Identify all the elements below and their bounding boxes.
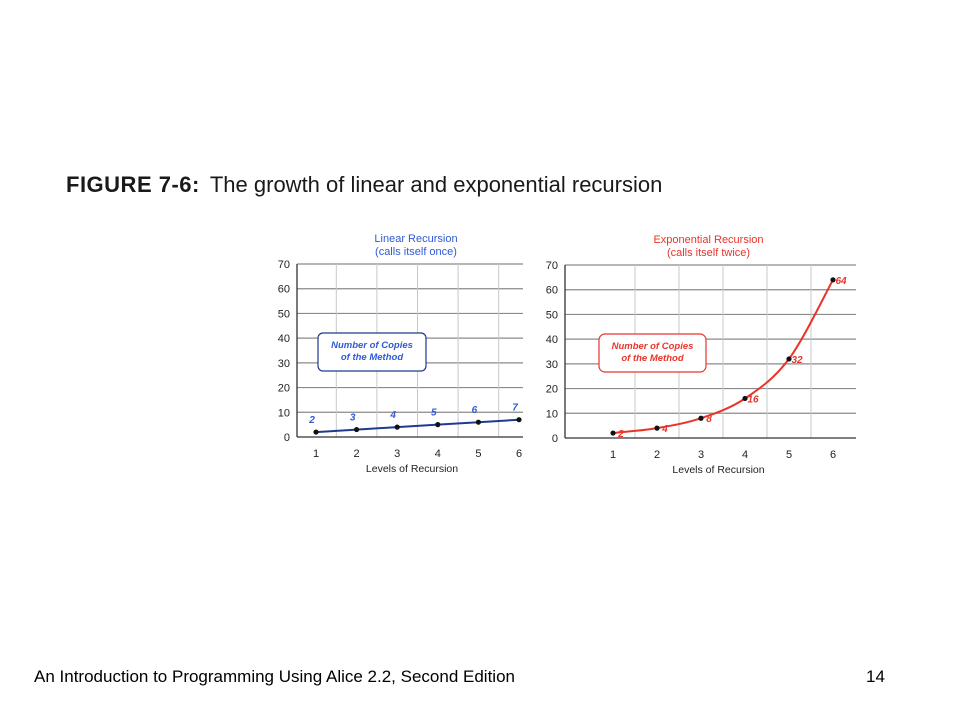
data-point <box>354 426 360 433</box>
data-label: 16 <box>747 394 759 405</box>
x-axis-label: Levels of Recursion <box>366 463 458 475</box>
data-point <box>394 424 400 430</box>
y-tick-label: 0 <box>284 432 290 444</box>
data-point <box>742 395 748 402</box>
y-tick-label: 40 <box>546 334 558 346</box>
y-tick-label: 20 <box>278 383 290 395</box>
series-line <box>315 418 520 434</box>
data-label: 3 <box>350 413 356 424</box>
y-tick-label: 30 <box>546 359 558 371</box>
y-tick-label: 60 <box>278 284 290 296</box>
y-tick-label: 50 <box>278 308 290 320</box>
data-label: 5 <box>431 408 437 419</box>
x-tick-label: 6 <box>830 449 836 461</box>
data-label: 8 <box>706 414 712 425</box>
y-tick-label: 50 <box>546 309 558 321</box>
data-label: 6 <box>472 405 478 416</box>
x-tick-label: 3 <box>698 449 704 461</box>
y-tick-label: 70 <box>278 259 290 271</box>
y-tick-label: 40 <box>278 333 290 345</box>
x-tick-label: 3 <box>394 448 400 460</box>
x-tick-label: 5 <box>786 449 792 461</box>
annotation-box <box>598 333 707 373</box>
data-point <box>654 425 660 431</box>
figure-label: FIGURE 7-6: <box>66 172 200 197</box>
figure-caption: The growth of linear and exponential rec… <box>209 172 663 197</box>
x-axis-label: Levels of Recursion <box>672 464 764 476</box>
figure-title: FIGURE 7-6: The growth of linear and expo… <box>66 172 662 198</box>
x-tick-label: 2 <box>354 448 360 460</box>
data-point <box>786 356 792 362</box>
x-tick-label: 4 <box>435 448 441 460</box>
annotation-text: Number of Copies <box>331 340 413 351</box>
chart-linear: 0 10 20 30 40 50 60 70 1 2 3 4 5 6 Levels of Recursion… <box>278 233 523 475</box>
data-label: 7 <box>512 403 518 414</box>
y-tick-label: 70 <box>546 260 558 272</box>
x-tick-label: 5 <box>475 448 481 460</box>
annotation-text: of the Method <box>621 353 683 364</box>
annotation-box <box>317 332 427 372</box>
data-point <box>475 419 481 425</box>
y-tick-label: 20 <box>546 384 558 396</box>
y-tick-label: 10 <box>546 408 558 420</box>
chart-subtitle: (calls itself once) <box>375 246 457 258</box>
x-tick-label: 6 <box>516 448 522 460</box>
y-tick-label: 0 <box>552 433 558 445</box>
annotation-text: of the Method <box>341 352 403 363</box>
footer-book-title: An Introduction to Programming Using Ali… <box>34 667 515 686</box>
y-tick-label: 60 <box>546 285 558 297</box>
data-label: 32 <box>791 355 803 366</box>
data-point <box>516 417 522 423</box>
x-tick-label: 1 <box>313 448 319 460</box>
footer-page-number: 14 <box>866 667 885 686</box>
data-label: 4 <box>661 424 668 435</box>
y-tick-label: 30 <box>278 358 290 370</box>
data-point <box>610 430 616 436</box>
x-tick-label: 2 <box>654 449 660 461</box>
data-label: 64 <box>835 276 847 287</box>
data-point <box>830 277 836 283</box>
annotation-text: Number of Copies <box>612 341 694 352</box>
chart-title: Exponential Recursion <box>653 234 763 246</box>
x-tick-label: 1 <box>610 449 616 461</box>
data-point <box>313 429 319 435</box>
x-tick-label: 4 <box>742 449 748 461</box>
data-label: 4 <box>389 410 396 421</box>
chart-subtitle: (calls itself twice) <box>667 247 750 259</box>
y-tick-label: 10 <box>278 407 290 419</box>
data-point <box>698 415 704 421</box>
data-label: 2 <box>308 415 315 426</box>
data-point <box>435 422 441 428</box>
chart-title: Linear Recursion <box>374 233 457 245</box>
data-label: 2 <box>617 429 624 440</box>
